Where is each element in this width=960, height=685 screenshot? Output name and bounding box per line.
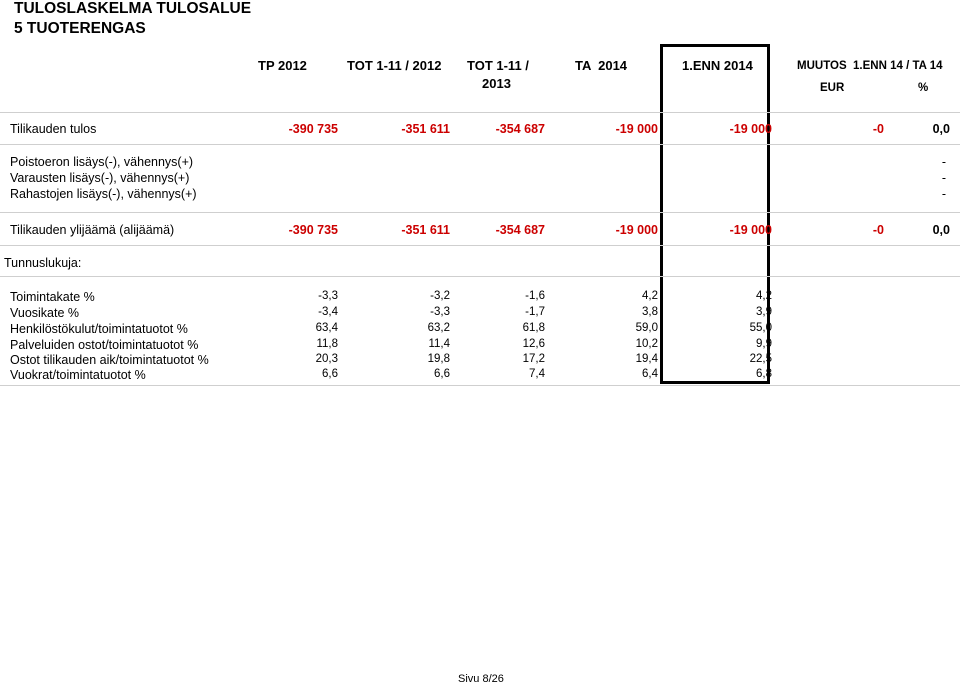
value-tot2013: 61,8 [522,322,545,334]
value-tot2013: 12,6 [522,338,545,350]
value-poistoeron-pct: - [941,155,946,169]
value-tot2013: 7,4 [529,368,545,380]
value-tp2012: -3,4 [318,306,338,318]
value-tot2012: 19,8 [427,353,450,365]
value-enn2014: 6,8 [756,368,772,380]
col-header-muutos: MUUTOS 1.ENN 14 / TA 14 [797,60,943,72]
col-header-tot2013: TOT 1-11 / [467,58,529,73]
report-subtitle: 5 TUOTERENGAS [14,20,146,37]
col-header-eur: EUR [820,82,845,94]
value-tot2012: 11,4 [428,338,450,350]
section-heading-tunnuslukuja: Tunnuslukuja: [4,256,82,270]
value-tot2012: 6,6 [434,368,450,380]
value-ta2014: -19 000 [615,223,658,237]
value-tot2013: -354 687 [495,223,545,237]
value-tot2013: -1,7 [525,306,545,318]
value-enn2014: 22,5 [749,353,772,365]
col-header-tot2012: TOT 1-11 / 2012 [347,58,442,73]
value-ta2014: 3,8 [642,306,658,318]
divider [0,276,960,277]
divider [0,212,960,213]
value-ta2014: 19,4 [635,353,658,365]
row-label: Vuokrat/toimintatuotot % [10,368,146,382]
value-ta2014: 6,4 [642,368,658,380]
value-enn2014: -19 000 [729,122,772,136]
value-ta2014: -19 000 [615,122,658,136]
value-tot2012: 63,2 [427,322,450,334]
value-muutos-pct: 0,0 [932,223,950,237]
value-tot2012: -351 611 [401,122,450,136]
page-number: Sivu 8/26 [458,673,504,685]
col-header-tot2013-year: 2013 [482,76,511,91]
value-ta2014: 10,2 [635,338,658,350]
value-tp2012: 63,4 [315,322,338,334]
value-tot2013: -354 687 [495,122,545,136]
value-enn2014: 4,2 [756,290,772,302]
row-label: Vuosikate % [10,306,80,320]
row-label: Henkilöstökulut/toimintatuotot % [10,322,188,336]
value-tot2012: -351 611 [401,223,450,237]
value-ta2014: 4,2 [642,290,658,302]
divider [0,385,960,386]
row-label-rahastojen: Rahastojen lisäys(-), vähennys(+) [10,187,197,201]
value-enn2014: -19 000 [729,223,772,237]
value-muutos-eur: -0 [872,122,884,136]
value-muutos-pct: 0,0 [932,122,950,136]
row-label-tilikauden-tulos: Tilikauden tulos [10,122,97,136]
value-muutos-eur: -0 [872,223,884,237]
value-tp2012: 20,3 [315,353,338,365]
value-tp2012: 11,8 [316,338,338,350]
row-label: Toimintakate % [10,290,95,304]
value-enn2014: 9,9 [756,338,772,350]
col-header-ta2014: TA 2014 [575,58,628,73]
value-tp2012: -390 735 [288,122,338,136]
value-rahastojen-pct: - [941,187,946,201]
enn-column-highlight [660,44,770,384]
col-header-tp2012: TP 2012 [258,58,307,73]
report-title: TULOSLASKELMA TULOSALUE [14,0,252,17]
divider [0,245,960,246]
value-tot2012: -3,2 [430,290,450,302]
value-tp2012: -3,3 [318,290,338,302]
row-label-poistoeron: Poistoeron lisäys(-), vähennys(+) [10,155,194,169]
divider [0,144,960,145]
row-label: Palveluiden ostot/toimintatuotot % [10,338,199,352]
value-tp2012: -390 735 [288,223,338,237]
value-varausten-pct: - [941,171,946,185]
row-label-varausten: Varausten lisäys(-), vähennys(+) [10,171,190,185]
value-tot2013: -1,6 [525,290,545,302]
divider [0,112,960,113]
col-header-pct: % [918,82,929,94]
row-label: Ostot tilikauden aik/toimintatuotot % [10,353,209,367]
value-enn2014: 3,9 [756,306,772,318]
value-tp2012: 6,6 [322,368,338,380]
value-tot2013: 17,2 [522,353,545,365]
value-enn2014: 55,0 [749,322,772,334]
row-label-ylijaama: Tilikauden ylijäämä (alijäämä) [10,223,175,237]
col-header-enn2014: 1.ENN 2014 [682,58,753,73]
value-tot2012: -3,3 [430,306,450,318]
value-ta2014: 59,0 [635,322,658,334]
